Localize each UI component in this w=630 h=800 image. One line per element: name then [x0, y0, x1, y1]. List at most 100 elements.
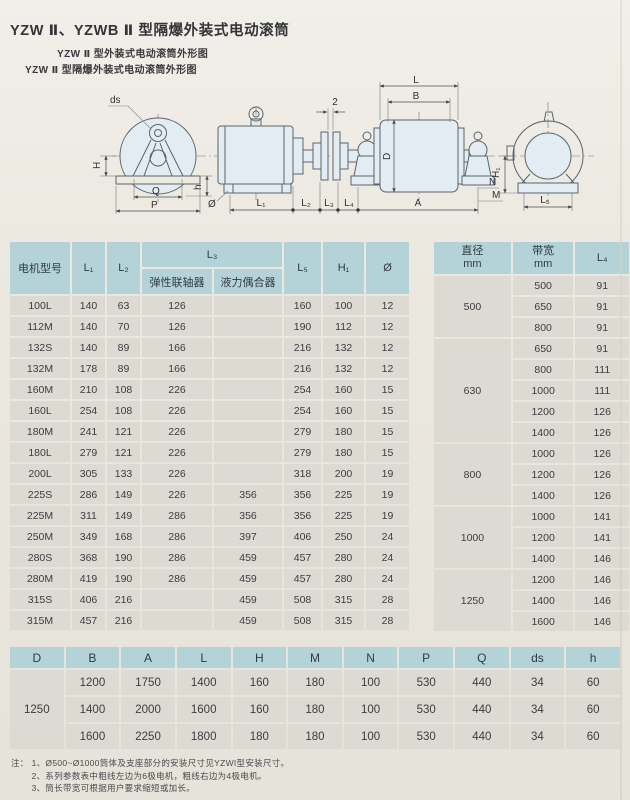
beltwidth-cell: 1000: [512, 507, 574, 526]
motor-model-cell: 160L: [10, 401, 70, 420]
value-cell: 178: [72, 359, 105, 378]
value-cell: 100: [343, 697, 398, 722]
beltwidth-cell: 1000: [512, 381, 574, 400]
l4-cell: 146: [575, 549, 630, 568]
value-cell: 19: [366, 506, 410, 525]
right-table-row: 800 111: [434, 360, 630, 379]
main-table-row: 280S 368 190 286 459 457 280 24: [10, 548, 410, 567]
right-table-row: 1200 141: [434, 528, 630, 547]
left-end-view: ds H h Q P: [92, 95, 212, 214]
value-cell: 108: [107, 380, 140, 399]
main-header-row-1: 电机型号 L₁ L₂ L₃ L₅ H₁ Ø: [10, 242, 410, 294]
value-cell: 190: [107, 548, 140, 567]
value-cell: 24: [366, 527, 410, 546]
right-header-row: 直径 mm 带宽 mm L₄: [434, 242, 630, 274]
value-cell: 286: [142, 569, 212, 588]
bottom-header-cell: P: [399, 647, 453, 668]
value-cell: 226: [142, 380, 212, 399]
beltwidth-cell: 1400: [512, 423, 574, 442]
subtitle-explosionproof-drawing: YZW Ⅱ 型隔爆外装式电动滚筒外形图: [25, 65, 197, 76]
value-cell: 133: [107, 464, 140, 483]
value-cell: [214, 380, 283, 399]
l4-cell: 91: [575, 339, 630, 358]
value-cell: 440: [455, 670, 509, 695]
value-cell: 28: [366, 611, 410, 630]
dim-label-L5: L₅: [540, 195, 550, 206]
value-cell: 2250: [121, 724, 175, 749]
value-cell: 349: [72, 527, 105, 546]
value-cell: 60: [566, 697, 620, 722]
value-cell: 100: [323, 296, 365, 315]
l4-cell: 111: [575, 360, 630, 379]
value-cell: 279: [284, 422, 322, 441]
value-cell: [214, 464, 283, 483]
motor-model-cell: 225M: [10, 506, 70, 525]
l4-cell: 126: [575, 423, 630, 442]
value-cell: [142, 590, 212, 609]
value-cell: 216: [284, 359, 322, 378]
value-cell: 19: [366, 464, 410, 483]
value-cell: 280: [323, 569, 365, 588]
value-cell: 250: [323, 527, 365, 546]
bottom-header-cell: Q: [455, 647, 509, 668]
col-beltwidth-unit: mm: [533, 258, 553, 270]
notes: 注： 1、Ø500~Ø1000筒体及支座部分的安装尺寸见YZWI型安装尺寸。 2…: [11, 757, 289, 795]
right-table-row: 1400 126: [434, 423, 630, 442]
beltwidth-cell: 800: [512, 360, 574, 379]
main-table-row: 132S 140 89 166 216 132 12: [10, 338, 410, 357]
value-cell: 279: [72, 443, 105, 462]
right-table-row: 1000 111: [434, 381, 630, 400]
value-cell: 12: [366, 359, 410, 378]
value-cell: 286: [142, 506, 212, 525]
value-cell: [214, 359, 283, 378]
value-cell: 225: [323, 485, 365, 504]
value-cell: 1200: [65, 670, 120, 695]
right-table-row: 650 91: [434, 297, 630, 316]
motor-side-view: 2 Ø: [208, 97, 384, 210]
bottom-table-row: 1250 1200 1750 1400 160 180 100 530 440 34 60: [10, 670, 620, 749]
dim-label-ds: ds: [110, 95, 121, 106]
value-cell: 126: [142, 296, 212, 315]
dim-label-M: M: [492, 190, 500, 201]
page-edge-shadow: [620, 0, 622, 800]
value-cell: 459: [214, 548, 283, 567]
dim-label-H1: H₁: [491, 167, 502, 178]
value-cell: 254: [72, 401, 105, 420]
main-table-row: 180L 279 121 226 279 180 15: [10, 443, 410, 462]
dim-label-N: N: [489, 177, 496, 188]
l4-cell: 146: [575, 570, 630, 589]
value-cell: 210: [72, 380, 105, 399]
motor-model-cell: 250M: [10, 527, 70, 546]
main-table-row: 112M 140 70 126 190 112 12: [10, 317, 410, 336]
bottom-header-cell: B: [65, 647, 120, 668]
col-l1: L₁: [72, 242, 105, 294]
value-cell: 315: [323, 590, 365, 609]
value-cell: 12: [366, 296, 410, 315]
dim-label-L4: L₄: [344, 198, 354, 209]
value-cell: 190: [107, 569, 140, 588]
main-header-row-2: 弹性联轴器 液力偶合器: [10, 269, 409, 294]
value-cell: [214, 443, 283, 462]
value-cell: 1750: [121, 670, 175, 695]
motor-model-cell: 180L: [10, 443, 70, 462]
value-cell: 63: [107, 296, 140, 315]
value-cell: 180: [288, 724, 342, 749]
value-cell: 132: [323, 338, 365, 357]
bottom-header-cell: ds: [510, 647, 565, 668]
value-cell: 100: [343, 724, 398, 749]
value-cell: 166: [142, 359, 212, 378]
value-cell: 15: [366, 422, 410, 441]
diameter-cell: 500: [434, 276, 511, 337]
notes-label: 注：: [11, 758, 29, 768]
value-cell: 459: [214, 590, 283, 609]
value-cell: 12: [366, 338, 410, 357]
main-table-row: 132M 178 89 166 216 132 12: [10, 359, 410, 378]
right-table-row: 1400 146: [434, 591, 630, 610]
value-cell: 216: [284, 338, 322, 357]
col-l3: L₃: [142, 242, 283, 267]
main-table-row: 200L 305 133 226 318 200 19: [10, 464, 410, 483]
motor-dimensions-table: 电机型号 L₁ L₂ L₃ L₅ H₁ Ø 弹性联轴器 液力偶合器 100L 14…: [8, 240, 411, 632]
value-cell: 160: [232, 697, 287, 722]
l4-cell: 126: [575, 486, 630, 505]
